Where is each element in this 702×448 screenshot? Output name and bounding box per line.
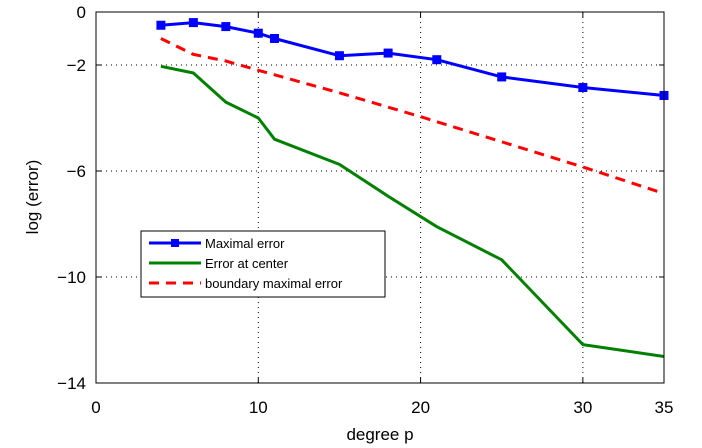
series-point bbox=[497, 72, 507, 82]
legend: Maximal error Error at center boundary max… bbox=[140, 230, 386, 298]
plot-frame bbox=[95, 11, 665, 384]
y-tick-label: −10 bbox=[57, 268, 86, 287]
series-point bbox=[578, 83, 588, 93]
x-tick-label: 20 bbox=[411, 398, 430, 417]
y-tick-label: −2 bbox=[67, 56, 86, 75]
series-point bbox=[221, 22, 231, 32]
legend-label: boundary maximal error bbox=[205, 276, 343, 291]
series-layer bbox=[156, 18, 669, 358]
series-point bbox=[383, 48, 393, 58]
y-axis-title: log (error) bbox=[23, 160, 42, 235]
x-tick-label: 10 bbox=[249, 398, 268, 417]
series-line bbox=[160, 37, 665, 195]
plot-background bbox=[96, 12, 664, 383]
x-axis-title: degree p bbox=[346, 425, 413, 444]
legend-label: Error at center bbox=[205, 256, 289, 271]
y-tick-label: −14 bbox=[57, 374, 86, 393]
series-point bbox=[334, 51, 344, 61]
y-tick-label: −6 bbox=[67, 162, 86, 181]
x-tick-label: 35 bbox=[655, 398, 674, 417]
series-point bbox=[432, 55, 442, 65]
grid bbox=[96, 12, 664, 383]
legend-label: Maximal error bbox=[205, 236, 285, 251]
series-point bbox=[270, 34, 280, 43]
x-tick-label: 0 bbox=[91, 398, 100, 417]
series-line bbox=[160, 64, 665, 358]
ticks: 0 10 20 30 35 0 −2 −6 −10 −14 bbox=[57, 3, 673, 417]
series-point bbox=[156, 20, 166, 30]
y-tick-label: 0 bbox=[77, 3, 86, 22]
legend-marker bbox=[171, 239, 179, 247]
series-point bbox=[188, 18, 198, 28]
series-point bbox=[253, 28, 263, 38]
x-tick-label: 30 bbox=[573, 398, 592, 417]
